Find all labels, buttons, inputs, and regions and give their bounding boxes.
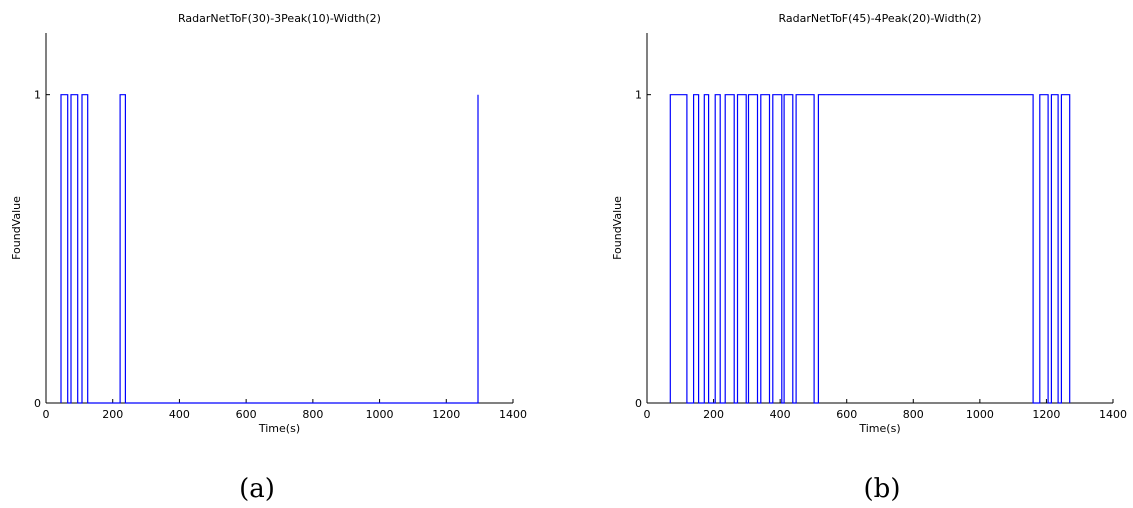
- x-tick-label: 1000: [366, 408, 394, 421]
- y-axis-label: FoundValue: [10, 196, 23, 260]
- x-tick-label: 200: [703, 408, 724, 421]
- chart-panel-a: 0 200 400 600 800 1000 1200 1400 0 1 RadarNetToF(3…: [10, 12, 527, 435]
- y-tick-label: 1: [635, 89, 642, 102]
- chart-title: RadarNetToF(30)-3Peak(10)-Width(2): [178, 12, 381, 25]
- x-tick-label: 1200: [1032, 408, 1060, 421]
- x-tick-label: 600: [836, 408, 857, 421]
- x-tick-label: 800: [903, 408, 924, 421]
- series-line: [60, 94, 479, 404]
- x-tick-label: 1400: [1099, 408, 1127, 421]
- x-axis-label: Time(s): [858, 422, 900, 435]
- x-tick-label: 1200: [432, 408, 460, 421]
- y-tick-label: 0: [34, 397, 41, 410]
- caption-b: (b): [864, 474, 901, 504]
- x-tick-label: 800: [302, 408, 323, 421]
- chart-title: RadarNetToF(45)-4Peak(20)-Width(2): [779, 12, 982, 25]
- y-tick-label: 1: [34, 89, 41, 102]
- y-axis-label: FoundValue: [611, 196, 624, 260]
- chart-panel-b: 0 200 400 600 800 1000 1200 1400 0 1 RadarNetToF(4…: [611, 12, 1127, 435]
- x-tick-label: 0: [43, 408, 50, 421]
- x-tick-label: 1000: [966, 408, 994, 421]
- y-tick-label: 0: [635, 397, 642, 410]
- x-tick-label: 400: [770, 408, 791, 421]
- x-tick-label: 1400: [499, 408, 527, 421]
- x-axis-label: Time(s): [258, 422, 300, 435]
- x-tick-label: 600: [236, 408, 257, 421]
- x-tick-label: 400: [169, 408, 190, 421]
- caption-a: (a): [239, 474, 275, 504]
- series-line: [669, 94, 1071, 404]
- x-tick-label: 200: [102, 408, 123, 421]
- x-tick-label: 0: [644, 408, 651, 421]
